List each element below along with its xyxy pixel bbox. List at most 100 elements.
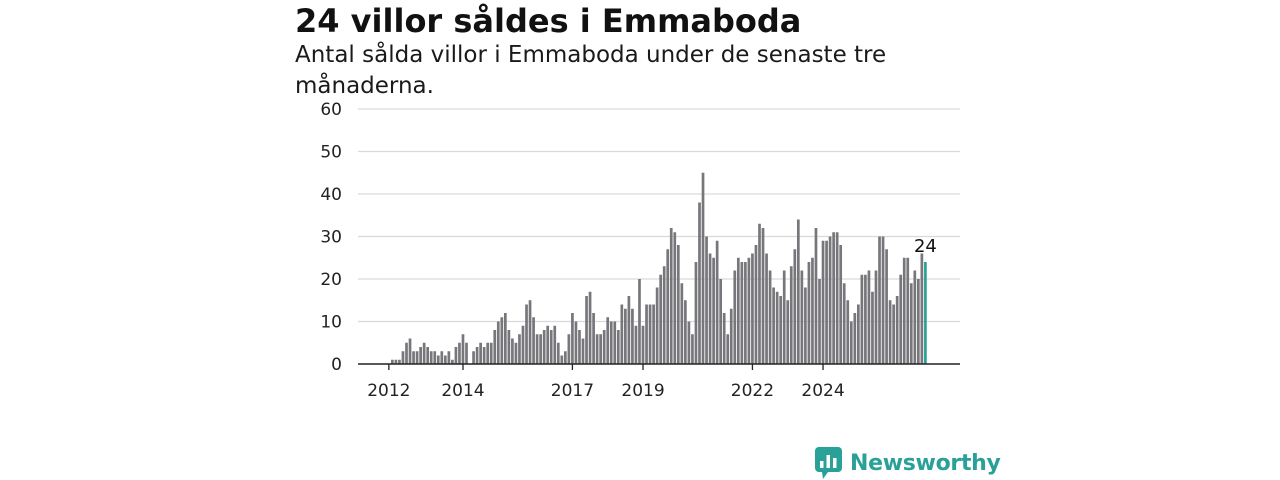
bar <box>669 228 673 364</box>
bar <box>451 359 454 364</box>
bar <box>422 342 426 364</box>
x-tick-label: 2022 <box>731 381 774 401</box>
bar <box>539 334 542 364</box>
bar <box>906 257 910 364</box>
bar <box>659 274 663 364</box>
bar <box>909 283 913 364</box>
annotations: 24 <box>914 236 937 257</box>
bar <box>673 232 677 364</box>
bar <box>860 274 864 364</box>
bar <box>871 291 874 364</box>
bar <box>440 351 444 364</box>
bar <box>571 313 574 364</box>
bar <box>560 355 564 364</box>
y-axis-ticks: 0 10 20 30 40 50 60 <box>320 100 342 375</box>
x-tick-label: 2024 <box>801 381 844 401</box>
bar <box>726 334 730 364</box>
bar <box>631 308 634 364</box>
bar <box>553 325 557 364</box>
bar <box>779 296 783 364</box>
bar <box>913 270 917 364</box>
bar <box>800 270 804 364</box>
bar <box>518 334 521 364</box>
bar <box>701 172 705 364</box>
bar <box>549 330 553 364</box>
bar <box>426 347 430 364</box>
bar <box>793 249 797 364</box>
bar <box>443 355 447 364</box>
bar <box>503 313 507 364</box>
bar <box>804 287 807 364</box>
bar <box>433 351 437 364</box>
bar <box>772 287 775 364</box>
bar <box>475 347 479 364</box>
bar-chart: 0 10 20 30 40 50 60 2012 2014 2017 2019 2022 2024 2… <box>320 100 960 401</box>
bar <box>391 359 394 364</box>
bar <box>592 313 595 364</box>
bar <box>782 270 786 364</box>
bar <box>465 342 468 364</box>
bar <box>878 236 881 364</box>
y-tick-label: 0 <box>331 355 342 375</box>
bar <box>920 253 924 364</box>
bar <box>599 334 602 364</box>
bar <box>525 304 528 364</box>
bar <box>542 330 546 364</box>
bar <box>694 262 698 364</box>
bar <box>680 283 684 364</box>
bar <box>832 232 835 364</box>
y-tick-label: 40 <box>320 185 342 205</box>
bar <box>698 202 701 364</box>
bar <box>405 342 408 364</box>
bar <box>514 342 518 364</box>
bar <box>666 249 670 364</box>
x-axis: 2012 2014 2017 2019 2022 2024 <box>358 363 960 401</box>
bar <box>705 236 708 364</box>
newsworthy-logo[interactable]: Newsworthy <box>814 446 1001 480</box>
bar <box>493 330 497 364</box>
bar <box>394 359 398 364</box>
bar <box>567 334 571 364</box>
bar <box>828 236 832 364</box>
bar <box>528 300 532 364</box>
bar <box>807 262 811 364</box>
bar <box>729 308 733 364</box>
bar <box>687 321 691 364</box>
x-tick-label: 2017 <box>551 381 594 401</box>
bar <box>811 257 814 364</box>
bar <box>849 321 853 364</box>
bar <box>613 321 617 364</box>
y-tick-label: 20 <box>320 270 342 290</box>
bar <box>454 347 458 364</box>
y-tick-label: 30 <box>320 228 342 248</box>
bar <box>846 300 850 364</box>
bar <box>818 279 821 364</box>
bar <box>662 266 666 364</box>
bar <box>641 325 645 364</box>
bar <box>588 291 592 364</box>
chart-title: 24 villor såldes i Emmaboda <box>295 2 802 40</box>
bar <box>436 355 440 364</box>
bar <box>715 240 719 364</box>
bar <box>867 270 871 364</box>
bar <box>511 338 514 364</box>
bar <box>899 274 903 364</box>
bar <box>581 338 585 364</box>
bar <box>902 257 906 364</box>
bar <box>401 351 405 364</box>
bar <box>655 287 659 364</box>
bar <box>789 266 793 364</box>
bar <box>500 317 504 364</box>
bar <box>842 283 846 364</box>
bar <box>719 279 723 364</box>
bar <box>747 257 751 364</box>
bar <box>853 313 857 364</box>
bar <box>917 279 920 364</box>
bar <box>620 304 624 364</box>
bar <box>609 321 613 364</box>
bar <box>521 325 525 364</box>
bar <box>796 219 800 364</box>
bar <box>429 351 433 364</box>
bar <box>479 342 482 364</box>
bar <box>556 342 560 364</box>
